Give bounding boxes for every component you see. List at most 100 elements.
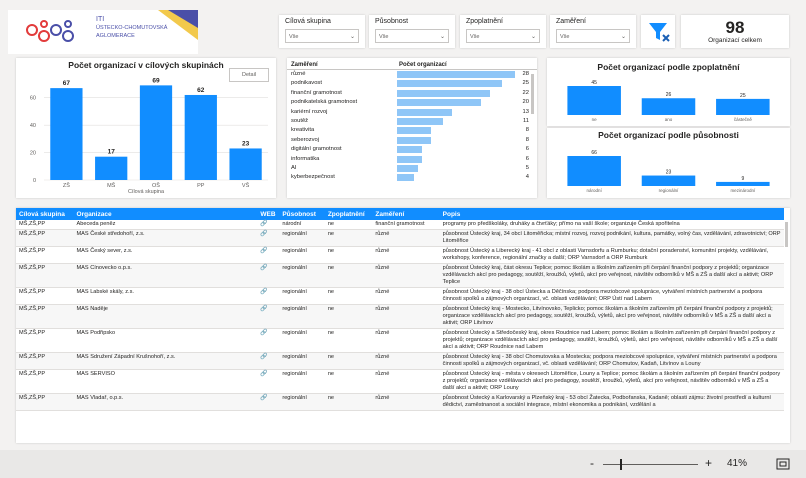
zam-row[interactable]: kreativita 8 [289, 126, 531, 135]
web-link-icon[interactable]: 🔗 [260, 306, 268, 312]
table-cell: působnost Ústecký kraj, 34 obcí Litoměři… [439, 229, 784, 247]
table-row: MŠ,ZŠ,PP Abeceda peněz 🔗 národní ne finanční … [16, 220, 784, 230]
zam-bar-cell: 6 [397, 155, 531, 164]
web-link-icon[interactable]: 🔗 [260, 265, 268, 271]
table-cell: ne [324, 393, 373, 411]
zam-row[interactable]: kariérní rozvoj 13 [289, 108, 531, 117]
cell-web: 🔗 [257, 328, 280, 353]
zam-header-1[interactable]: Zaměření [291, 62, 318, 68]
zam-bar-cell: 25 [397, 79, 531, 88]
zam-bar-cell: 13 [397, 108, 531, 117]
table-cell: MŠ,ZŠ,PP [16, 220, 74, 230]
column-header[interactable]: Cílová skupina [16, 208, 74, 220]
column-header[interactable]: Zaměření [372, 208, 440, 220]
table-cell: ne [324, 263, 373, 288]
zam-bar-cell: 4 [397, 173, 531, 182]
web-link-icon[interactable]: 🔗 [260, 221, 268, 227]
data-label: 45 [591, 80, 597, 86]
zam-value: 5 [525, 165, 529, 172]
x-tick-label: OŠ [152, 182, 160, 189]
zam-bar [397, 174, 414, 182]
slicer-pusobnost[interactable]: Působnost Vše ⌄ [369, 15, 455, 48]
x-tick-label: ano [665, 117, 673, 122]
slicer-dropdown[interactable]: Vše ⌄ [285, 29, 359, 43]
table-cell: ne [324, 304, 373, 329]
zam-row[interactable]: různé 28 [289, 70, 531, 79]
detail-button[interactable]: Detail [229, 68, 269, 82]
table-cell: MŠ,ZŠ,PP [16, 393, 74, 411]
zam-category: digitální gramotnost [291, 146, 342, 153]
scrollbar[interactable] [531, 74, 534, 114]
table-cell: působnost Ústecký a Karlovarský a Plzeňs… [439, 393, 784, 411]
table-cell: různé [372, 287, 440, 305]
table-cell: MŠ,ZŠ,PP [16, 352, 74, 370]
clear-filters-button[interactable] [641, 15, 675, 48]
web-link-icon[interactable]: 🔗 [260, 354, 268, 360]
kpi-card: 98 Organizací celkem [681, 15, 789, 48]
web-link-icon[interactable]: 🔗 [260, 231, 268, 237]
web-link-icon[interactable]: 🔗 [260, 371, 268, 377]
zoom-slider[interactable] [603, 464, 698, 465]
table-cell: MAS Labské skály, z.s. [73, 287, 258, 305]
zam-row[interactable]: AI 5 [289, 164, 531, 173]
table-cell: regionální [279, 287, 325, 305]
table-cell: národní [279, 220, 325, 230]
column-header[interactable]: Organizace [73, 208, 258, 220]
chart-title: Počet organizací podle působnosti [598, 130, 739, 140]
web-link-icon[interactable]: 🔗 [260, 330, 268, 336]
column-header[interactable]: Zpoplatnění [324, 208, 373, 220]
table-cell: různé [372, 229, 440, 247]
zoom-in-button[interactable]: + [705, 456, 713, 470]
zam-row[interactable]: podnikatelská gramotnost 20 [289, 98, 531, 107]
zam-category: podnikavost [291, 80, 322, 87]
table-cell: programy pro předškoláky, druháky a čtvr… [439, 220, 784, 230]
slicer-dropdown[interactable]: Vše ⌄ [556, 29, 630, 43]
zoom-out-button[interactable]: - [590, 456, 594, 470]
fit-page-icon[interactable] [776, 458, 790, 470]
table-cell: MŠ,ZŠ,PP [16, 246, 74, 264]
zam-bar [397, 146, 423, 154]
table-cell: regionální [279, 229, 325, 247]
zam-row[interactable]: podnikavost 25 [289, 79, 531, 88]
zam-bar [397, 136, 431, 144]
table-cell: působnost Ústecký kraj - města v okresec… [439, 369, 784, 394]
zam-category: kariérní rozvoj [291, 108, 328, 115]
table-cell: MŠ,ZŠ,PP [16, 287, 74, 305]
web-link-icon[interactable]: 🔗 [260, 395, 268, 401]
data-label: 69 [152, 77, 160, 84]
slicer-zpoplatneni[interactable]: Zpoplatnění Vše ⌄ [460, 15, 546, 48]
web-link-icon[interactable]: 🔗 [260, 248, 268, 254]
chevron-down-icon: ⌄ [620, 34, 626, 40]
zam-row[interactable]: seberozvoj 8 [289, 136, 531, 145]
zam-row[interactable]: kyberbezpečnost 4 [289, 173, 531, 182]
zam-bar [397, 155, 423, 163]
zam-value: 20 [522, 99, 529, 106]
table-cell: ne [324, 220, 373, 230]
slicer-dropdown[interactable]: Vše ⌄ [375, 29, 449, 43]
zam-row[interactable]: finanční gramotnost 22 [289, 89, 531, 98]
table-cell: MAS Podřipsko [73, 328, 258, 353]
column-header[interactable]: Popis [439, 208, 784, 220]
slicer-cilova-skupina[interactable]: Cílová skupina Vše ⌄ [279, 15, 365, 48]
zam-value: 8 [525, 136, 529, 143]
table-scrollbar[interactable] [785, 222, 788, 247]
zam-row[interactable]: digitální gramotnost 6 [289, 145, 531, 154]
x-tick-label: částečně [734, 117, 753, 122]
zam-row[interactable]: informatika 6 [289, 155, 531, 164]
column-header[interactable]: WEB [257, 208, 280, 220]
web-link-icon[interactable]: 🔗 [260, 289, 268, 295]
slicer-zamereni[interactable]: Zaměření Vše ⌄ [550, 15, 636, 48]
cell-web: 🔗 [257, 304, 280, 329]
zam-header-2[interactable]: Počet organizací [399, 62, 447, 68]
data-label: 9 [741, 176, 744, 182]
column-header[interactable]: Působnost [279, 208, 325, 220]
data-label: 26 [666, 92, 672, 98]
table-cell: ne [324, 369, 373, 394]
zam-value: 28 [522, 71, 529, 77]
zam-bar [397, 108, 452, 116]
zoom-slider-thumb[interactable] [620, 459, 622, 470]
zam-bar [397, 80, 503, 88]
slicer-dropdown[interactable]: Vše ⌄ [466, 29, 540, 43]
zam-row[interactable]: soutěž 11 [289, 117, 531, 126]
bar [184, 94, 217, 180]
